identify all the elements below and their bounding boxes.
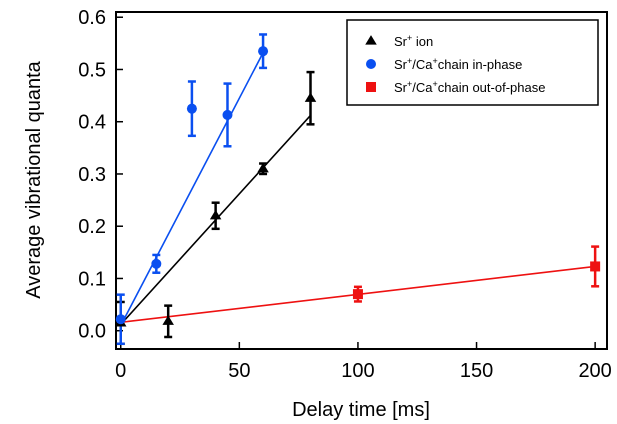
axis-ticks: 0 50 100 150 200 0.0 0.1 0.2 0.3 0.4 0.5 0.6 bbox=[78, 7, 612, 382]
legend-label: Sr+/Ca+chain in-phase bbox=[394, 56, 522, 72]
data-point-circle bbox=[222, 109, 233, 120]
x-tick-label: 0 bbox=[115, 360, 126, 382]
x-tick-label: 150 bbox=[460, 360, 493, 382]
x-tick-label: 50 bbox=[228, 360, 250, 382]
data-points bbox=[114, 46, 601, 327]
y-axis-title: Average vibrational quanta bbox=[23, 60, 45, 298]
y-tick-label: 0.4 bbox=[78, 112, 106, 134]
fit-line bbox=[120, 52, 264, 326]
data-point-triangle bbox=[304, 92, 317, 102]
data-point-circle bbox=[258, 46, 269, 57]
data-point-circle bbox=[186, 103, 197, 114]
plot-frame bbox=[115, 11, 608, 350]
y-tick-label: 0.6 bbox=[78, 7, 106, 29]
legend-marker-square bbox=[366, 82, 376, 92]
legend-marker-triangle bbox=[365, 35, 377, 45]
legend-marker-circle bbox=[366, 59, 376, 69]
data-point-triangle bbox=[257, 162, 269, 173]
legend-box bbox=[346, 19, 599, 106]
y-tick-label: 0.5 bbox=[78, 59, 106, 81]
data-point-square bbox=[590, 261, 601, 272]
data-point-circle bbox=[151, 258, 162, 269]
y-tick-label: 0.0 bbox=[78, 321, 106, 343]
data-point-square bbox=[352, 289, 363, 300]
x-tick-label: 100 bbox=[341, 360, 374, 382]
y-tick-label: 0.3 bbox=[78, 164, 106, 186]
y-tick-label: 0.1 bbox=[78, 268, 106, 290]
x-tick-label: 200 bbox=[578, 360, 611, 382]
data-point-triangle bbox=[162, 315, 174, 325]
legend: Sr+ ion Sr+/Ca+chain in-phase Sr+/Ca+chain… bbox=[346, 19, 599, 106]
legend-label: Sr+ ion bbox=[394, 33, 433, 49]
legend-label: Sr+/Ca+chain out-of-phase bbox=[394, 79, 545, 95]
y-tick-label: 0.2 bbox=[78, 216, 106, 238]
data-point-triangle bbox=[209, 209, 222, 220]
data-point-circle bbox=[115, 314, 126, 325]
x-axis-title: Delay time [ms] bbox=[292, 399, 430, 421]
